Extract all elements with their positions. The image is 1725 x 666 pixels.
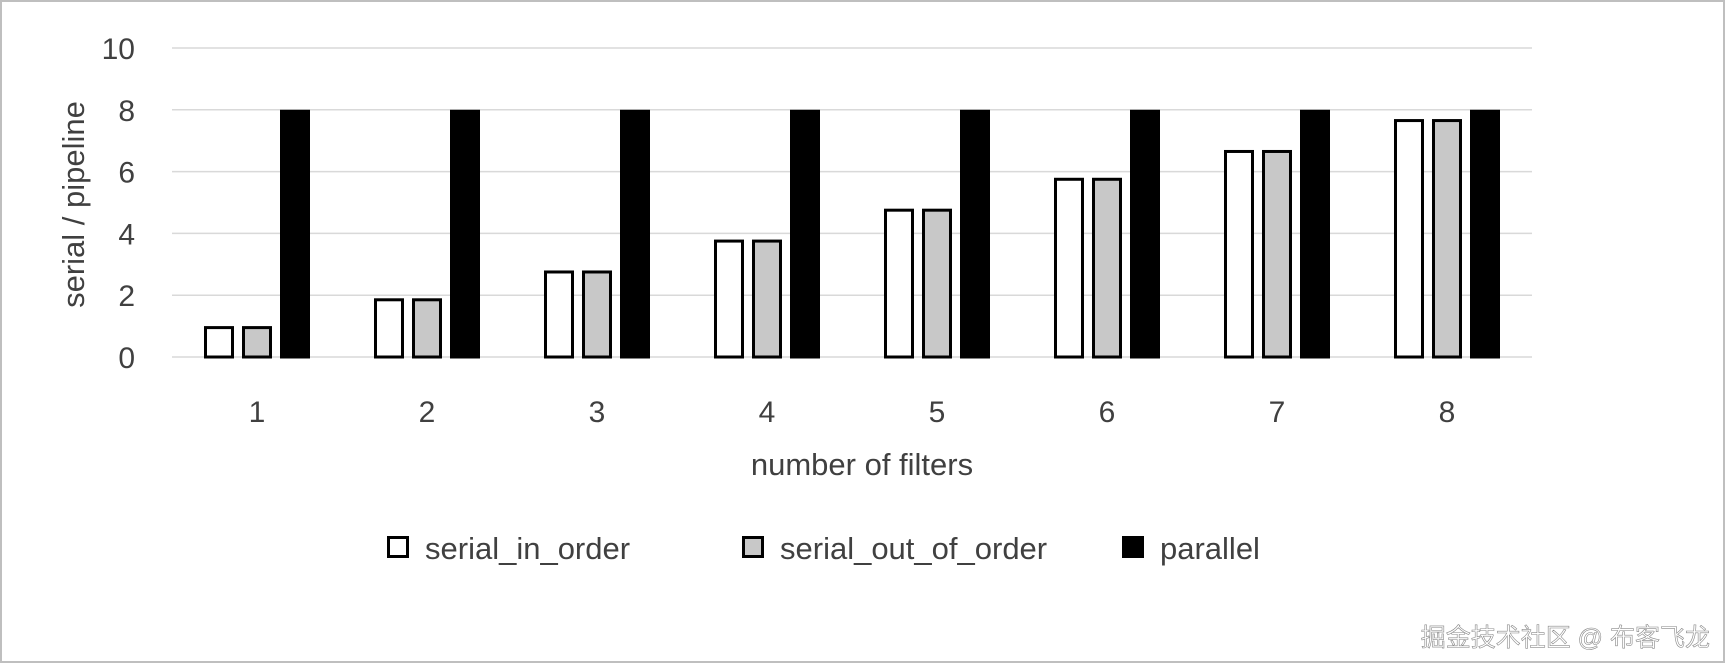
legend-swatch-serial-out-of-order	[742, 536, 764, 558]
watermark-text: 掘金技术社区 @ 布客飞龙	[1421, 624, 1710, 652]
bar-parallel	[1470, 109, 1500, 359]
x-tick-label: 6	[1099, 396, 1116, 429]
bar-parallel	[1300, 109, 1330, 359]
x-tick-label: 8	[1439, 396, 1456, 429]
bar-serial-in-order	[204, 326, 234, 359]
bar-serial-in-order	[1054, 177, 1084, 359]
y-tick-label: 4	[118, 218, 135, 251]
bar-parallel	[280, 109, 310, 359]
legend-label-serial-in-order: serial_in_order	[425, 531, 630, 566]
bar-parallel	[790, 109, 820, 359]
x-tick-label: 7	[1269, 396, 1286, 429]
bar-serial-in-order	[884, 208, 914, 359]
bar-serial-out-of-order	[1092, 177, 1122, 359]
bar-serial-out-of-order	[1262, 149, 1292, 359]
bar-serial-out-of-order	[582, 270, 612, 359]
y-tick-label: 8	[118, 95, 135, 128]
bar-parallel	[960, 109, 990, 359]
legend: serial_in_order serial_out_of_order parall…	[387, 531, 1260, 566]
bar-parallel	[1130, 109, 1160, 359]
bars	[204, 109, 1500, 359]
legend-label-serial-out-of-order: serial_out_of_order	[780, 531, 1047, 566]
bar-serial-in-order	[374, 298, 404, 359]
y-tick-label: 6	[118, 157, 135, 190]
bar-serial-in-order	[1224, 149, 1254, 359]
legend-label-parallel: parallel	[1160, 531, 1260, 566]
bar-serial-in-order	[544, 270, 574, 359]
x-tick-label: 4	[759, 396, 776, 429]
x-tick-label: 2	[419, 396, 436, 429]
bar-serial-out-of-order	[412, 298, 442, 359]
y-tick-label: 0	[118, 342, 135, 375]
x-tick-labels: 1 2 3 4 5 6 7 8	[249, 396, 1456, 429]
bar-serial-out-of-order	[1432, 119, 1462, 359]
legend-swatch-parallel	[1122, 536, 1144, 558]
bar-parallel	[620, 109, 650, 359]
bar-serial-out-of-order	[922, 208, 952, 359]
y-tick-labels: 0 2 4 6 8 10	[102, 33, 135, 375]
y-tick-label: 10	[102, 33, 135, 66]
legend-swatch-serial-in-order	[387, 536, 409, 558]
bar-serial-in-order	[1394, 119, 1424, 359]
x-tick-label: 1	[249, 396, 266, 429]
bar-serial-in-order	[714, 239, 744, 359]
x-tick-label: 3	[589, 396, 606, 429]
x-tick-label: 5	[929, 396, 946, 429]
bar-serial-out-of-order	[242, 326, 272, 359]
bar-parallel	[450, 109, 480, 359]
bar-serial-out-of-order	[752, 239, 782, 359]
y-axis-title: serial / pipeline	[56, 101, 91, 308]
x-axis-title: number of filters	[751, 447, 973, 482]
y-tick-label: 2	[118, 280, 135, 313]
